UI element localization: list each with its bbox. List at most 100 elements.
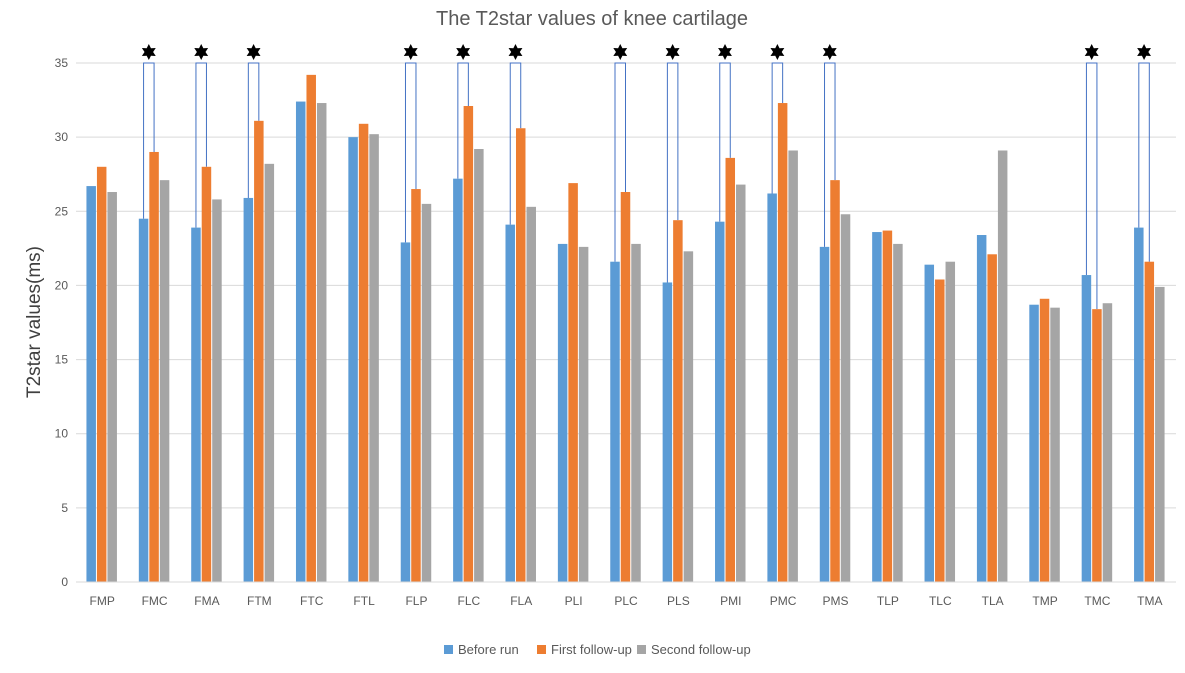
significance-bracket-pms [824, 62, 836, 247]
x-tick-label: PLS [667, 594, 690, 608]
significance-bracket-flc [457, 62, 469, 179]
bar-tmp-series-1 [1029, 304, 1039, 582]
significance-star-icon [403, 44, 418, 60]
bar-flc-series-2 [463, 106, 474, 582]
significance-bracket-tmc [1085, 62, 1098, 310]
significance-star-icon [1084, 44, 1099, 60]
bar-pli-series-3 [578, 246, 589, 583]
y-tick-label: 10 [55, 427, 69, 441]
bar-fla-series-1 [505, 224, 515, 583]
x-tick-label: FLC [458, 594, 481, 608]
bar-fma-series-1 [191, 227, 201, 582]
significance-bracket-pls [666, 62, 679, 283]
x-tick-label: TLA [982, 594, 1004, 608]
bars [86, 74, 1165, 583]
bar-ftc-series-1 [295, 101, 306, 582]
y-tick-label: 25 [55, 204, 69, 218]
bar-flp-series-1 [400, 242, 411, 582]
bar-pms-series-3 [840, 214, 851, 582]
bar-pmi-series-3 [736, 184, 746, 582]
bar-pms-series-2 [830, 180, 840, 582]
legend-item-2: First follow-up [537, 642, 632, 657]
bar-fmp-series-1 [86, 186, 96, 582]
significance-bracket-fma [195, 62, 207, 228]
x-tick-label: PMC [770, 594, 797, 608]
bar-fmc-series-3 [159, 180, 170, 582]
legend: Before run First follow-up Second follow-u… [444, 642, 751, 657]
bar-tlp-series-3 [893, 243, 903, 582]
legend-label: Second follow-up [651, 642, 751, 657]
bar-ftl-series-1 [348, 137, 358, 582]
x-tick-label: FTC [300, 594, 324, 608]
bar-flc-series-1 [453, 178, 463, 583]
significance-star-icon [246, 44, 261, 60]
bar-pls-series-1 [662, 282, 673, 582]
significance-star-icon [613, 44, 628, 60]
bar-tlp-series-2 [882, 230, 893, 582]
legend-item-3: Second follow-up [637, 642, 751, 657]
bar-fmp-series-2 [96, 166, 107, 583]
legend-swatch [444, 645, 453, 654]
bar-tma-series-2 [1144, 261, 1155, 582]
bar-pmi-series-2 [725, 157, 736, 582]
y-axis-ticks: 0 5 10 15 20 25 30 35 [55, 56, 69, 589]
bar-ftm-series-3 [264, 163, 275, 582]
bar-pls-series-2 [673, 220, 683, 582]
bar-pms-series-1 [819, 246, 830, 583]
significance-star-icon [770, 44, 785, 60]
bar-fmc-series-1 [138, 218, 149, 582]
bar-tma-series-1 [1134, 227, 1144, 582]
bar-tma-series-3 [1155, 286, 1165, 582]
x-tick-label: TLC [929, 594, 952, 608]
bar-tlc-series-3 [945, 261, 956, 582]
significance-brackets [143, 62, 1150, 310]
x-tick-label: PLI [565, 594, 583, 608]
bar-tlp-series-1 [872, 232, 882, 582]
bar-plc-series-3 [631, 243, 641, 582]
bar-pmc-series-3 [788, 150, 798, 582]
bar-plc-series-1 [610, 261, 620, 582]
y-tick-label: 35 [55, 56, 69, 70]
significance-bracket-pmi [719, 62, 731, 222]
bar-pmc-series-1 [767, 193, 777, 582]
legend-swatch [637, 645, 646, 654]
bar-fma-series-3 [212, 199, 222, 582]
x-tick-label: FTM [247, 594, 272, 608]
bar-ftl-series-3 [369, 134, 379, 583]
bar-tmp-series-2 [1039, 298, 1050, 582]
bar-tlc-series-1 [924, 264, 935, 582]
x-tick-label: FMA [194, 594, 219, 608]
bar-pls-series-3 [683, 251, 694, 582]
y-tick-label: 30 [55, 130, 69, 144]
legend-swatch [537, 645, 546, 654]
bar-tlc-series-2 [935, 279, 945, 582]
bar-fma-series-2 [201, 166, 212, 583]
bar-ftm-series-2 [254, 120, 264, 583]
significance-star-icon [508, 44, 523, 60]
bar-ftc-series-2 [306, 74, 316, 582]
x-tick-label: PMI [720, 594, 741, 608]
bar-tla-series-3 [997, 150, 1008, 582]
bar-ftm-series-1 [243, 197, 254, 582]
bar-tmc-series-3 [1102, 303, 1113, 582]
bar-flp-series-2 [411, 189, 421, 583]
x-tick-label: PMS [823, 594, 849, 608]
significance-bracket-fmc [143, 62, 155, 219]
bar-fmc-series-2 [149, 151, 159, 582]
x-axis-ticks: FMP FMC FMA FTM FTC FTL FLP FLC FLA PLI PLC PLS PMI P… [90, 594, 1163, 608]
significance-bracket-tma [1138, 62, 1150, 262]
significance-bracket-fla [509, 62, 522, 225]
significance-star-icon [1137, 44, 1151, 60]
x-tick-label: FLP [405, 594, 427, 608]
significance-bracket-ftm [247, 62, 260, 198]
significance-bracket-flp [404, 62, 417, 243]
bar-fla-series-2 [515, 128, 526, 582]
y-tick-label: 5 [61, 501, 68, 515]
significance-star-icon [141, 44, 156, 60]
bar-plc-series-2 [620, 192, 631, 582]
significance-bracket-plc [614, 62, 626, 262]
y-axis-label: T2star values(ms) [24, 246, 45, 398]
bar-tmc-series-2 [1092, 309, 1102, 582]
bar-fmp-series-3 [107, 192, 117, 582]
